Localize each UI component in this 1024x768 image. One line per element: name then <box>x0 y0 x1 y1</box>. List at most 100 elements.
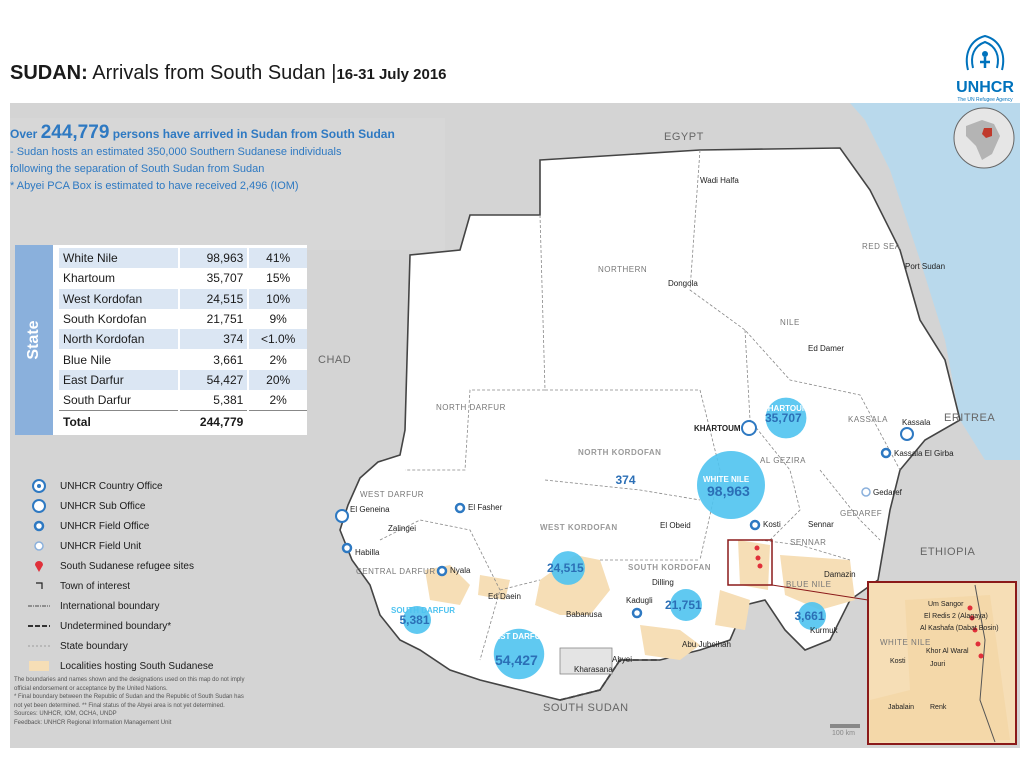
state-header: State <box>15 245 53 435</box>
region-label: CENTRAL DARFUR <box>356 567 436 576</box>
summary-prefix: Over <box>10 127 38 141</box>
bubble-value-label: 24,515 <box>547 561 584 575</box>
bubble-value-label: 5,381 <box>399 613 430 627</box>
refugee-site-pin <box>967 605 973 611</box>
unhcr-logo: UNHCR The UN Refugee Agency <box>950 32 1020 103</box>
region-label: NORTH KORDOFAN <box>578 448 662 457</box>
field-office-icon <box>749 519 761 531</box>
bubble-state-name: WHITE NILE <box>703 475 750 484</box>
legend-label: International boundary <box>60 600 160 612</box>
region-label: RED SEA <box>862 242 901 251</box>
country-label-eritrea: ERITREA <box>944 412 996 424</box>
map-title: SUDAN: Arrivals from South Sudan |16-31 … <box>10 62 447 85</box>
town-label: Ed Damer <box>808 344 845 353</box>
region-label: SENNAR <box>790 538 827 547</box>
state-value: 5,381 <box>177 390 249 411</box>
legend-item: Undetermined boundary* <box>28 616 213 636</box>
bubble-white-nile <box>697 451 765 519</box>
state-value: 54,427 <box>177 369 249 391</box>
inset-river <box>974 584 996 743</box>
town-label: Zalingei <box>388 524 417 533</box>
legend-item: UNHCR Field Unit <box>28 536 213 556</box>
note-line: The boundaries and names shown and the d… <box>14 677 245 683</box>
red-sea <box>850 103 1020 460</box>
refugee-site-pin <box>975 641 981 647</box>
refugee-site-pin <box>978 653 984 659</box>
table-row: East Darfur 54,427 20% <box>59 369 307 391</box>
state-percent: 9% <box>247 308 307 330</box>
bubble-state-name: EAST DARFUR <box>489 632 547 641</box>
state-name: Khartoum <box>63 271 116 286</box>
state-value: 21,751 <box>177 308 249 330</box>
logo-name: UNHCR <box>956 79 1014 96</box>
town-label: Nyala <box>450 566 471 575</box>
sub-office-icon <box>335 509 349 523</box>
title-date: 16-31 July 2016 <box>336 66 447 83</box>
legend-label: UNHCR Field Unit <box>60 540 142 552</box>
inset-town-label: Jabalain <box>888 704 915 711</box>
state-value: 98,963 <box>177 248 249 269</box>
country-office-icon <box>741 420 757 436</box>
town-label: Babanusa <box>566 610 603 619</box>
field-office-icon <box>631 607 643 619</box>
summary-box-bg <box>10 118 445 250</box>
note-line: * Final boundary between the Republic of… <box>14 694 244 700</box>
table-row: South Kordofan 21,751 9% <box>59 308 307 330</box>
state-value: 3,661 <box>177 349 249 370</box>
state-header-label: State <box>25 320 42 360</box>
inset-town-label: Kosti <box>890 658 906 665</box>
state-percent: 2% <box>247 349 307 370</box>
field-office-icon <box>28 519 50 533</box>
table-total-row: Total 244,779 <box>59 410 307 432</box>
town-label: Wadi Halfa <box>700 176 739 185</box>
region-label: WEST DARFUR <box>360 490 425 499</box>
legend-item: Localities hosting South Sudanese <box>28 656 213 676</box>
legend-item: International boundary <box>28 596 213 616</box>
bubble-state-name: SOUTH DARFUR <box>391 606 455 615</box>
town-label: Dongola <box>668 279 698 288</box>
undetermined-boundary <box>559 659 660 701</box>
state-name: South Kordofan <box>63 312 147 327</box>
legend-item: UNHCR Sub Office <box>28 496 213 516</box>
summary-suffix: persons have arrived in Sudan from South… <box>112 127 395 141</box>
bubble-blue-nile <box>798 602 826 630</box>
field-office-icon <box>880 447 892 459</box>
town-label: Port Sudan <box>905 262 946 271</box>
intl-boundary-icon <box>28 599 50 613</box>
town-label: El Fasher <box>468 503 503 512</box>
bubble-value-label: 21,751 <box>665 598 702 612</box>
legend-item: Town of interest <box>28 576 213 596</box>
table-row: White Nile 98,963 41% <box>59 248 307 269</box>
country-label-ethiopia: ETHIOPIA <box>920 546 976 558</box>
state-name: West Kordofan <box>59 288 179 309</box>
country-label-chad: CHAD <box>318 354 352 366</box>
field-unit-icon <box>861 487 871 497</box>
locator-globe <box>953 107 1015 169</box>
inset-town-label: Renk <box>930 704 947 711</box>
inset-site-label: Khor Al Waral <box>926 648 969 655</box>
inset-region-label: WHITE NILE <box>880 638 931 647</box>
town-label: El Obeid <box>660 521 691 530</box>
note-line: Sources: UNHCR, IOM, OCHA, UNDP <box>14 711 117 717</box>
town-label: El Geneina <box>350 505 390 514</box>
refugee-site-pin <box>754 545 760 551</box>
office-markers <box>335 420 914 619</box>
region-label: WEST KORDOFAN <box>540 523 618 532</box>
localities-hosting <box>425 540 855 660</box>
region-label: NILE <box>780 318 800 327</box>
inset-site-label: Um Sangor <box>928 601 964 608</box>
inset-site-label: Al Kashafa (Dabat Bosin) <box>920 625 999 632</box>
abyei-area <box>559 647 613 675</box>
town-label: Habilla <box>355 548 380 557</box>
legend-label: UNHCR Country Office <box>60 480 163 492</box>
region-label: AL GEZIRA <box>760 456 806 465</box>
region-label: NORTH DARFUR <box>436 403 506 412</box>
field-office-icon <box>454 502 466 514</box>
localities-icon <box>28 659 50 673</box>
state-value: 374 <box>177 329 249 350</box>
field-unit-icon <box>28 539 50 553</box>
undetermined-boundary-icon <box>28 619 50 633</box>
state-value: 35,707 <box>177 268 249 289</box>
state-name: South Darfur <box>63 393 132 408</box>
logo-tagline: The UN Refugee Agency <box>957 97 1013 103</box>
